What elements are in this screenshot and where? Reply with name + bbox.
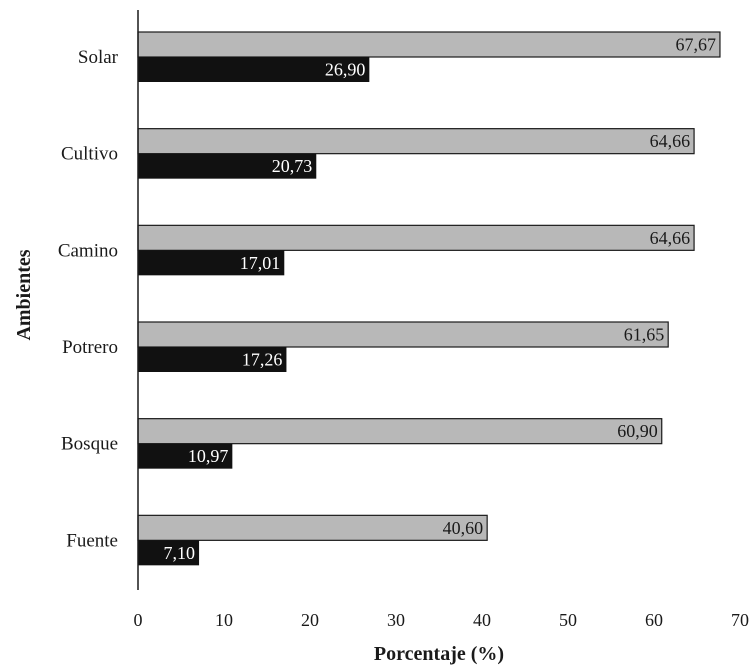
bar-gray: [137, 514, 488, 541]
bar-value-label: 64,66: [650, 131, 691, 151]
category-label: Potrero: [62, 337, 118, 358]
bar-value-label: 20,73: [272, 156, 313, 176]
bar-gray: [137, 418, 663, 445]
bar-value-label: 40,60: [443, 518, 484, 538]
category-labels-group: Solar Cultivo Camino Potrero Bosque Fuente: [58, 47, 119, 551]
category-label: Bosque: [61, 434, 118, 455]
bar-gray: [137, 321, 669, 348]
bar-value-label: 61,65: [624, 325, 665, 345]
bar-gray: [137, 224, 695, 251]
x-tick-label: 50: [559, 610, 577, 630]
bar-gray: [137, 128, 695, 155]
x-ticks-group: 0 10 20 30 40 50 60 70: [134, 610, 750, 630]
bar-black: [138, 153, 317, 179]
x-tick-label: 60: [645, 610, 663, 630]
bar-value-label: 26,90: [325, 60, 366, 80]
bar-value-label: 10,97: [188, 446, 229, 466]
x-tick-label: 30: [387, 610, 405, 630]
y-axis-title: Ambientes: [13, 249, 35, 340]
category-label: Cultivo: [61, 144, 118, 165]
bar-value-label: 7,10: [164, 543, 196, 563]
bar-value-label: 60,90: [617, 421, 658, 441]
bar-black: [138, 540, 200, 566]
category-label: Fuente: [66, 530, 118, 551]
x-tick-label: 0: [134, 610, 143, 630]
bar-value-label: 17,01: [240, 253, 281, 273]
bars-group: 67,67 26,90 64,66 20,73 64,66 17,01 61,65 17,26…: [137, 31, 721, 566]
bar-value-label: 67,67: [675, 35, 716, 55]
bar-value-label: 64,66: [650, 228, 691, 248]
bar-value-label: 17,26: [242, 350, 283, 370]
bar-black: [138, 347, 287, 372]
bar-black: [138, 250, 285, 276]
bar-gray: [137, 31, 721, 58]
x-axis-title: Porcentaje (%): [374, 643, 504, 665]
bar-black: [138, 443, 233, 469]
x-tick-label: 10: [215, 610, 233, 630]
category-label: Camino: [58, 240, 118, 261]
bar-black: [138, 57, 370, 82]
x-tick-label: 40: [473, 610, 491, 630]
category-label: Solar: [78, 47, 119, 68]
x-tick-label: 70: [731, 610, 749, 630]
x-tick-label: 20: [301, 610, 319, 630]
